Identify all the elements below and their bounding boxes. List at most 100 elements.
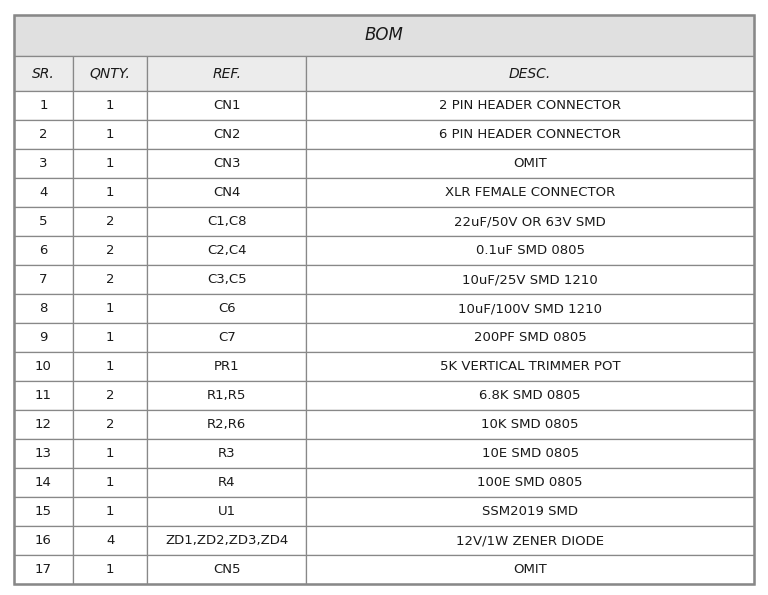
- Text: C7: C7: [218, 331, 236, 345]
- Bar: [14, 15, 754, 56]
- Bar: [14, 56, 73, 91]
- Text: 1: 1: [106, 186, 114, 199]
- Text: U1: U1: [217, 505, 236, 518]
- Bar: [14, 555, 73, 584]
- Text: C3,C5: C3,C5: [207, 273, 247, 286]
- Text: C1,C8: C1,C8: [207, 215, 247, 228]
- Text: 1: 1: [106, 360, 114, 373]
- Text: 2: 2: [106, 215, 114, 228]
- Text: 8: 8: [39, 302, 48, 315]
- Bar: [14, 149, 73, 178]
- Bar: [14, 526, 73, 555]
- Bar: [73, 265, 147, 294]
- Text: CN2: CN2: [213, 128, 240, 141]
- Text: 3: 3: [39, 157, 48, 170]
- Text: 12: 12: [35, 418, 52, 431]
- Text: 11: 11: [35, 389, 52, 402]
- Bar: [14, 352, 73, 381]
- Bar: [306, 120, 754, 149]
- Bar: [306, 265, 754, 294]
- Bar: [147, 120, 306, 149]
- Bar: [14, 178, 73, 207]
- Bar: [14, 439, 73, 468]
- Bar: [306, 236, 754, 265]
- Bar: [73, 91, 147, 120]
- Text: R3: R3: [218, 447, 236, 461]
- Text: 2: 2: [39, 128, 48, 141]
- Text: 5: 5: [39, 215, 48, 228]
- Bar: [306, 294, 754, 323]
- Text: 1: 1: [106, 505, 114, 518]
- Text: 200PF SMD 0805: 200PF SMD 0805: [474, 331, 587, 345]
- Bar: [306, 323, 754, 352]
- Bar: [147, 497, 306, 526]
- Text: XLR FEMALE CONNECTOR: XLR FEMALE CONNECTOR: [445, 186, 615, 199]
- Text: 1: 1: [106, 331, 114, 345]
- Text: 12V/1W ZENER DIODE: 12V/1W ZENER DIODE: [456, 534, 604, 547]
- Text: OMIT: OMIT: [513, 563, 547, 577]
- Bar: [73, 497, 147, 526]
- Text: 5K VERTICAL TRIMMER POT: 5K VERTICAL TRIMMER POT: [440, 360, 621, 373]
- Bar: [73, 294, 147, 323]
- Bar: [306, 468, 754, 497]
- Text: 6.8K SMD 0805: 6.8K SMD 0805: [479, 389, 581, 402]
- Text: 10uF/25V SMD 1210: 10uF/25V SMD 1210: [462, 273, 598, 286]
- Bar: [147, 526, 306, 555]
- Bar: [306, 178, 754, 207]
- Text: SSM2019 SMD: SSM2019 SMD: [482, 505, 578, 518]
- Bar: [14, 468, 73, 497]
- Text: R4: R4: [218, 476, 236, 489]
- Text: C6: C6: [218, 302, 236, 315]
- Bar: [14, 236, 73, 265]
- Text: 6 PIN HEADER CONNECTOR: 6 PIN HEADER CONNECTOR: [439, 128, 621, 141]
- Text: 10E SMD 0805: 10E SMD 0805: [482, 447, 579, 461]
- Text: 13: 13: [35, 447, 52, 461]
- Text: 1: 1: [106, 563, 114, 577]
- Bar: [73, 555, 147, 584]
- Text: 1: 1: [106, 476, 114, 489]
- Text: 10K SMD 0805: 10K SMD 0805: [482, 418, 579, 431]
- Text: 22uF/50V OR 63V SMD: 22uF/50V OR 63V SMD: [455, 215, 606, 228]
- Bar: [14, 323, 73, 352]
- Bar: [147, 439, 306, 468]
- Text: 2: 2: [106, 418, 114, 431]
- Text: 9: 9: [39, 331, 48, 345]
- Text: 2: 2: [106, 273, 114, 286]
- Bar: [73, 526, 147, 555]
- Text: R2,R6: R2,R6: [207, 418, 247, 431]
- Text: 1: 1: [39, 99, 48, 112]
- Bar: [147, 265, 306, 294]
- Text: 4: 4: [39, 186, 48, 199]
- Bar: [73, 323, 147, 352]
- Bar: [306, 555, 754, 584]
- Bar: [73, 56, 147, 91]
- Text: R1,R5: R1,R5: [207, 389, 247, 402]
- Bar: [306, 207, 754, 236]
- Text: 2 PIN HEADER CONNECTOR: 2 PIN HEADER CONNECTOR: [439, 99, 621, 112]
- Text: PR1: PR1: [214, 360, 240, 373]
- Bar: [14, 294, 73, 323]
- Bar: [147, 236, 306, 265]
- Bar: [147, 555, 306, 584]
- Bar: [73, 178, 147, 207]
- Bar: [147, 91, 306, 120]
- Text: SR.: SR.: [32, 67, 55, 80]
- Text: 10: 10: [35, 360, 52, 373]
- Bar: [306, 497, 754, 526]
- Text: OMIT: OMIT: [513, 157, 547, 170]
- Text: REF.: REF.: [212, 67, 241, 80]
- Text: 2: 2: [106, 244, 114, 257]
- Text: ZD1,ZD2,ZD3,ZD4: ZD1,ZD2,ZD3,ZD4: [165, 534, 288, 547]
- Bar: [73, 120, 147, 149]
- Bar: [306, 149, 754, 178]
- Bar: [14, 91, 73, 120]
- Bar: [306, 439, 754, 468]
- Bar: [147, 294, 306, 323]
- Text: 6: 6: [39, 244, 48, 257]
- Text: 1: 1: [106, 128, 114, 141]
- Bar: [147, 178, 306, 207]
- Text: C2,C4: C2,C4: [207, 244, 247, 257]
- Text: 10uF/100V SMD 1210: 10uF/100V SMD 1210: [458, 302, 602, 315]
- Text: DESC.: DESC.: [509, 67, 551, 80]
- Bar: [147, 381, 306, 410]
